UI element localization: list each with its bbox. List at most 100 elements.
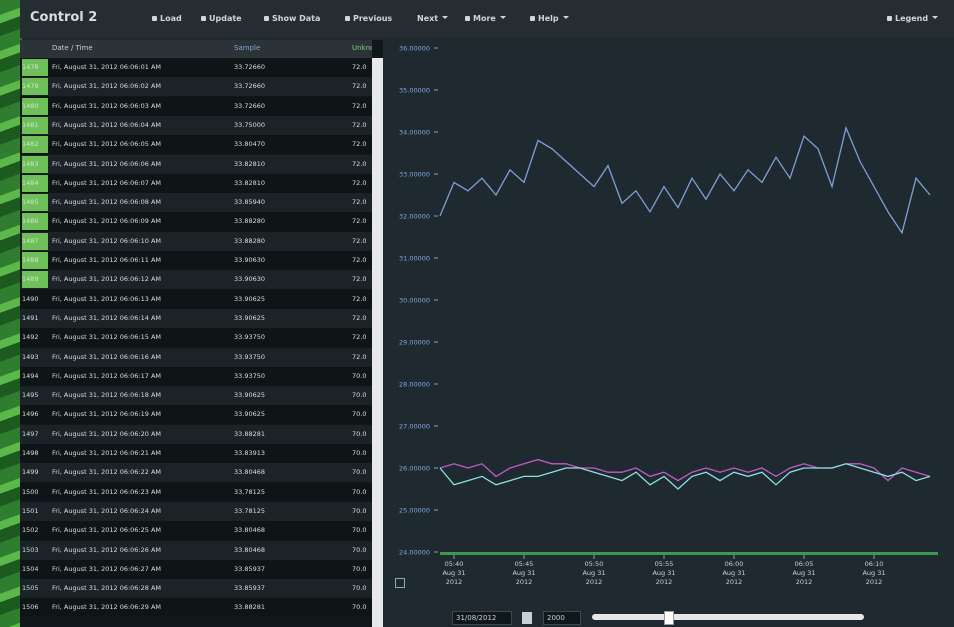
table-cell: 72.0 (352, 333, 372, 341)
x-tick-year: 2012 (726, 578, 743, 586)
show-data-button[interactable]: Show Data (264, 14, 320, 23)
y-tick-label: 31.00000 (399, 255, 430, 263)
table-cell: 33.80468 (234, 468, 344, 476)
column-header[interactable]: Unknown (352, 44, 372, 52)
table-cell: 33.93750 (234, 353, 344, 361)
x-tick-date: Aug 31 (722, 569, 745, 577)
table-cell: Fri, August 31, 2012 06:06:28 AM (52, 584, 232, 592)
x-tick-label: 06:10 (865, 560, 884, 568)
legend-button[interactable]: Legend (887, 14, 938, 23)
table-cell: 1494 (22, 372, 48, 380)
table-cell: 72.0 (352, 121, 372, 129)
table-cell: 33.88280 (234, 217, 344, 225)
x-tick-year: 2012 (656, 578, 673, 586)
table-cell: Fri, August 31, 2012 06:06:13 AM (52, 295, 232, 303)
help-button[interactable]: Help (530, 14, 569, 23)
table-cell: 33.82810 (234, 160, 344, 168)
column-header[interactable]: Date / Time (52, 44, 202, 52)
x-tick-year: 2012 (446, 578, 463, 586)
x-tick-year: 2012 (516, 578, 533, 586)
toggle-icon[interactable] (395, 578, 405, 588)
table-cell: 1500 (22, 488, 48, 496)
table-cell: 1504 (22, 565, 48, 573)
table-header: Date / Time Sample Unknown (20, 40, 372, 58)
more-button[interactable]: More (465, 14, 506, 23)
x-tick-label: 05:45 (515, 560, 534, 568)
x-tick-date: Aug 31 (512, 569, 535, 577)
table-cell: 72.0 (352, 198, 372, 206)
table-cell: 72.0 (352, 160, 372, 168)
table-cell: Fri, August 31, 2012 06:06:23 AM (52, 488, 232, 496)
table-cell: 72.0 (352, 314, 372, 322)
table-cell: Fri, August 31, 2012 06:06:29 AM (52, 603, 232, 611)
next-button[interactable]: Next (417, 14, 448, 23)
table-cell: 1505 (22, 584, 48, 592)
table-cell: Fri, August 31, 2012 06:06:11 AM (52, 256, 232, 264)
slider-handle[interactable] (664, 611, 674, 625)
table-cell: Fri, August 31, 2012 06:06:05 AM (52, 140, 232, 148)
series-line (440, 460, 930, 481)
x-tick-year: 2012 (866, 578, 883, 586)
update-button[interactable]: Update (201, 14, 242, 23)
scrollbar[interactable] (372, 58, 383, 627)
x-tick-year: 2012 (586, 578, 603, 586)
table-cell: 1490 (22, 295, 48, 303)
table-cell: 1506 (22, 603, 48, 611)
range-slider[interactable] (592, 614, 864, 620)
chart: 36.0000035.0000034.0000033.0000032.00000… (383, 38, 954, 627)
count-input[interactable] (543, 611, 581, 625)
table-cell: 72.0 (352, 140, 372, 148)
table-cell: 1485 (22, 194, 48, 211)
date-input[interactable] (452, 611, 512, 625)
table-cell: 1489 (22, 271, 48, 288)
table-cell: 33.88280 (234, 237, 344, 245)
table-cell: Fri, August 31, 2012 06:06:18 AM (52, 391, 232, 399)
table-cell: Fri, August 31, 2012 06:06:16 AM (52, 353, 232, 361)
app-title: Control 2 (30, 10, 97, 25)
table-cell: 1495 (22, 391, 48, 399)
table-cell: Fri, August 31, 2012 06:06:14 AM (52, 314, 232, 322)
table-cell: 33.85937 (234, 584, 344, 592)
load-button[interactable]: Load (152, 14, 182, 23)
table-cell: Fri, August 31, 2012 06:06:12 AM (52, 275, 232, 283)
table-cell: 70.0 (352, 488, 372, 496)
calendar-button[interactable] (522, 612, 532, 624)
x-tick-year: 2012 (796, 578, 813, 586)
x-tick-label: 05:40 (445, 560, 464, 568)
table-cell: 72.0 (352, 102, 372, 110)
table-cell: 1488 (22, 252, 48, 269)
table-cell: Fri, August 31, 2012 06:06:17 AM (52, 372, 232, 380)
column-header[interactable]: Sample (234, 44, 344, 52)
previous-button[interactable]: Previous (345, 14, 392, 23)
